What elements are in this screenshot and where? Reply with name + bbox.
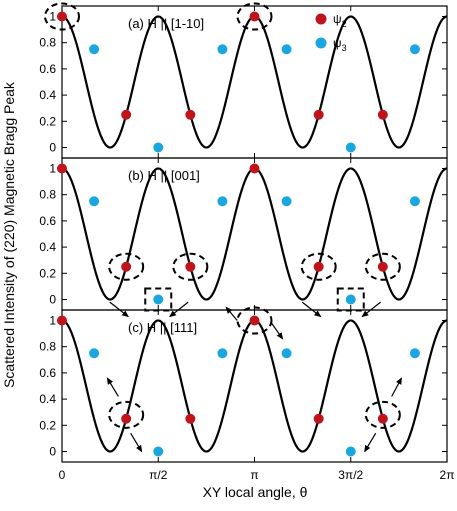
direction-arrow <box>169 301 189 318</box>
psi3-point <box>281 348 292 359</box>
psi3-point <box>89 44 100 55</box>
psi2-point <box>57 315 67 326</box>
panel-label: (a) H || [1-10] <box>128 16 204 31</box>
highlight-ellipse <box>364 400 401 429</box>
psi3-point <box>409 348 420 359</box>
highlight-ellipse <box>108 400 145 429</box>
psi3-point <box>345 446 356 457</box>
direction-arrow <box>391 377 402 397</box>
x-tick-label: 3π/2 <box>338 468 363 482</box>
psi3-point <box>153 446 164 457</box>
panel-label: (c) H || [111] <box>128 320 197 335</box>
direction-arrow <box>130 432 143 453</box>
highlight-ellipse <box>236 306 273 335</box>
y-tick-label: 0 <box>49 293 56 307</box>
y-tick-label: 0 <box>49 445 56 459</box>
x-axis-label: XY local angle, θ <box>203 484 308 500</box>
panel-b: 0 0.2 0.4 0.6 0.8 1 (b) H || [001] <box>39 157 448 318</box>
highlight-ellipse <box>300 252 337 281</box>
psi3-point <box>345 294 356 305</box>
psi2-point <box>185 261 196 272</box>
psi2-point <box>121 261 132 272</box>
y-tick-label: 0.2 <box>39 418 56 432</box>
y-tick-label: 0.8 <box>39 36 56 50</box>
y-tick-label: 0.6 <box>39 214 56 228</box>
legend-label: ψ2 <box>333 12 347 29</box>
panel-c: 0 0.2 0.4 0.6 0.8 1 0 π/2 π 3π/2 2π (c) H || [111] <box>39 306 455 482</box>
psi3-point <box>217 196 228 207</box>
psi3-point <box>153 294 164 305</box>
psi2-point <box>313 261 324 272</box>
direction-arrow <box>361 301 381 318</box>
psi2-point <box>377 109 388 120</box>
y-tick-label: 0.4 <box>39 392 56 406</box>
psi2-point <box>249 163 260 174</box>
psi2-point <box>377 261 388 272</box>
psi2-point <box>121 413 132 424</box>
psi2-point <box>313 413 324 424</box>
psi3-point <box>345 142 356 153</box>
legend-marker <box>315 13 327 25</box>
direction-arrow <box>106 377 119 397</box>
psi3-point <box>89 348 100 359</box>
y-tick-label: 0.2 <box>39 266 56 280</box>
psi3-point <box>409 196 420 207</box>
psi2-point <box>249 11 260 22</box>
x-tick-label: π <box>250 468 258 482</box>
y-tick-label: 1 <box>49 9 56 23</box>
x-tick-label: 0 <box>59 468 66 482</box>
direction-arrow <box>301 301 322 318</box>
psi2-point <box>249 315 260 326</box>
legend-marker <box>315 37 327 49</box>
psi2-point <box>121 109 132 120</box>
y-tick-label: 0.6 <box>39 62 56 76</box>
highlight-ellipse <box>44 2 80 31</box>
psi2-point <box>57 11 67 22</box>
psi3-point <box>281 196 292 207</box>
highlight-ellipse <box>364 252 401 281</box>
intensity-curve <box>61 319 448 453</box>
psi3-point <box>217 348 228 359</box>
psi3-point <box>89 196 100 207</box>
y-axis-label: Scattered Intensity of (220) Magnetic Br… <box>1 81 17 388</box>
psi2-point <box>185 413 196 424</box>
panel-label: (b) H || [001] <box>128 168 200 183</box>
y-tick-label: 0.6 <box>39 366 56 380</box>
psi2-point <box>185 109 196 120</box>
direction-arrow <box>364 432 377 453</box>
x-tick-label: π/2 <box>149 468 168 482</box>
y-tick-label: 0.4 <box>39 240 56 254</box>
psi3-point <box>409 44 420 55</box>
direction-arrow <box>271 322 284 340</box>
y-tick-label: 0.2 <box>39 114 56 128</box>
intensity-curve <box>61 167 448 301</box>
psi2-point <box>377 413 388 424</box>
x-tick-label: 2π <box>440 468 455 482</box>
highlight-ellipse <box>236 2 273 31</box>
y-tick-label: 0.8 <box>39 188 56 202</box>
y-tick-label: 0.4 <box>39 88 56 102</box>
psi3-point <box>153 142 164 153</box>
y-tick-label: 1 <box>49 313 56 327</box>
psi2-point <box>313 109 324 120</box>
psi2-point <box>57 163 67 174</box>
psi3-point <box>281 44 292 55</box>
intensity-curve <box>61 15 448 149</box>
highlight-ellipse <box>172 252 209 281</box>
psi3-point <box>217 44 228 55</box>
y-tick-label: 1 <box>49 161 56 175</box>
y-tick-label: 0.8 <box>39 340 56 354</box>
direction-arrow <box>225 306 238 321</box>
direction-arrow <box>109 301 129 318</box>
y-tick-label: 0 <box>49 141 56 155</box>
highlight-ellipse <box>108 252 145 281</box>
